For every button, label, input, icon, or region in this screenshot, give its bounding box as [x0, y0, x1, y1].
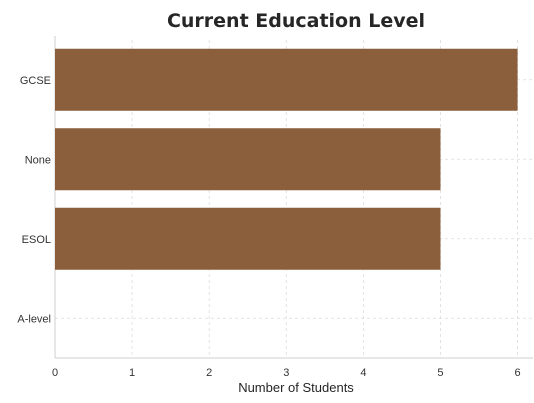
bars	[55, 48, 518, 270]
y-tick-label: A-level	[17, 313, 51, 325]
x-tick-label: 0	[52, 367, 58, 379]
x-tick-label: 6	[515, 367, 521, 379]
chart-title: Current Education Level	[167, 10, 425, 32]
x-axis-label: Number of Students	[238, 380, 354, 395]
y-tick-labels: GCSE None ESOL A-level	[17, 75, 51, 326]
x-tick-label: 1	[129, 367, 135, 379]
bar-gcse	[55, 48, 518, 111]
x-tick-label: 5	[437, 367, 443, 379]
y-tick-label: None	[25, 154, 51, 166]
x-tick-labels: 0 1 2 3 4 5 6	[52, 367, 521, 379]
y-tick-label: ESOL	[22, 234, 51, 246]
bar-none	[55, 128, 441, 191]
y-tick-label: GCSE	[20, 75, 51, 87]
bar-esol	[55, 207, 441, 270]
x-tick-label: 4	[360, 367, 366, 379]
x-tick-label: 2	[206, 367, 212, 379]
x-tick-label: 3	[283, 367, 289, 379]
